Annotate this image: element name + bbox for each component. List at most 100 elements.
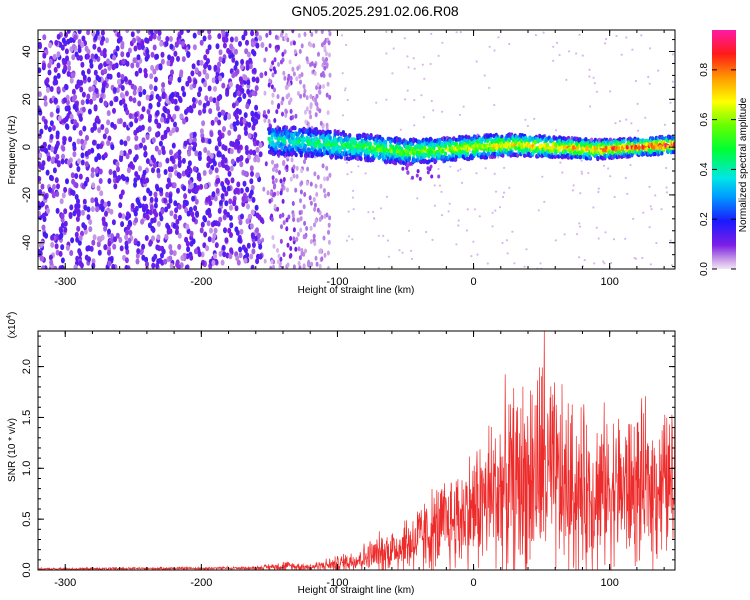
noise-cell: [56, 33, 61, 40]
speckle-cell: [558, 53, 561, 57]
noise-cell: [218, 56, 223, 63]
noise-cell: [153, 76, 158, 83]
noise-cell: [90, 197, 95, 204]
noise-cell: [73, 119, 78, 126]
speckle-cell: [671, 80, 675, 83]
noise-cell: [191, 216, 196, 223]
noise-cell: [126, 167, 131, 174]
noise-cell: [235, 83, 240, 90]
noise-cell: [197, 91, 201, 98]
noise-cell: [50, 234, 55, 241]
noise-cell: [168, 244, 173, 250]
speckle-cell: [561, 171, 564, 174]
speckle-cell: [372, 210, 375, 214]
noise-cell: [145, 208, 150, 215]
noise-cell: [103, 225, 108, 232]
noise-cell: [191, 195, 196, 202]
noise-cell: [43, 100, 48, 107]
noise-cell: [155, 110, 159, 117]
noise-cell: [180, 255, 185, 261]
noise-cell: [160, 252, 164, 259]
speckle-cell: [478, 215, 481, 218]
signal-cell: [625, 145, 629, 150]
speckle-cell: [554, 129, 558, 132]
signal-cell: [384, 143, 388, 149]
noise-cell: [216, 105, 220, 112]
transition-cell: [280, 224, 283, 230]
colorbar: [712, 30, 736, 269]
transition-cell: [268, 78, 272, 84]
speckle-cell: [398, 249, 401, 252]
noise-cell: [53, 66, 58, 73]
transition-cell: [278, 170, 281, 175]
noise-cell: [135, 258, 140, 265]
speckle-cell: [641, 256, 644, 260]
noise-cell: [152, 208, 157, 215]
noise-cell: [175, 218, 180, 225]
noise-cell: [84, 254, 89, 261]
noise-cell: [126, 224, 131, 231]
noise-cell: [210, 119, 215, 126]
speckle-cell: [669, 101, 672, 104]
speckle-cell: [571, 189, 575, 192]
noise-cell: [213, 195, 218, 202]
transition-cell: [323, 176, 327, 182]
noise-cell: [111, 263, 116, 269]
transition-cell: [292, 227, 296, 233]
noise-cell: [124, 90, 129, 97]
transition-cell: [305, 56, 309, 62]
tail-cell: [408, 161, 412, 166]
speckle-cell: [475, 60, 478, 63]
noise-cell: [168, 228, 173, 235]
speckle-cell: [634, 257, 638, 260]
noise-cell: [183, 140, 188, 147]
noise-cell: [218, 75, 223, 82]
speckle-cell: [367, 211, 370, 214]
noise-cell: [211, 237, 216, 244]
noise-cell: [114, 96, 119, 102]
noise-cell: [136, 30, 141, 34]
speckle-cell: [669, 239, 672, 242]
noise-cell: [63, 186, 68, 193]
speckle-cell: [406, 89, 409, 92]
heatmap-xlabel: Height of straight line (km): [298, 285, 415, 296]
speckle-cell: [385, 30, 388, 33]
noise-cell: [190, 70, 195, 77]
noise-cell: [82, 125, 87, 132]
signal-cell: [501, 153, 505, 158]
noise-cell: [223, 145, 228, 152]
noise-cell: [55, 130, 60, 137]
noise-cell: [135, 252, 140, 259]
noise-cell: [185, 80, 190, 87]
noise-cell: [70, 172, 75, 179]
speckle-cell: [576, 233, 579, 236]
signal-cell: [466, 152, 470, 157]
speckle-cell: [524, 118, 527, 121]
noise-cell: [107, 64, 112, 71]
noise-cell: [173, 200, 178, 207]
speckle-cell: [350, 171, 353, 174]
noise-cell: [69, 250, 74, 256]
noise-cell: [235, 68, 240, 75]
signal-cell: [369, 133, 373, 138]
noise-cell: [207, 30, 212, 35]
noise-cell: [60, 212, 65, 219]
speckle-cell: [595, 226, 598, 229]
speckle-cell: [347, 235, 351, 238]
noise-cell: [77, 47, 82, 54]
transition-cell: [261, 237, 265, 243]
noise-cell: [123, 140, 128, 147]
noise-cell: [227, 113, 231, 119]
noise-cell: [133, 210, 138, 217]
noise-cell: [165, 36, 170, 42]
noise-cell: [48, 42, 53, 49]
speckle-cell: [644, 116, 647, 119]
noise-cell: [150, 154, 155, 161]
noise-cell: [91, 262, 96, 269]
noise-cell: [150, 64, 155, 71]
noise-cell: [255, 77, 260, 84]
noise-cell: [218, 250, 223, 257]
noise-cell: [159, 215, 164, 222]
noise-cell: [81, 106, 86, 113]
transition-cell: [312, 197, 316, 202]
